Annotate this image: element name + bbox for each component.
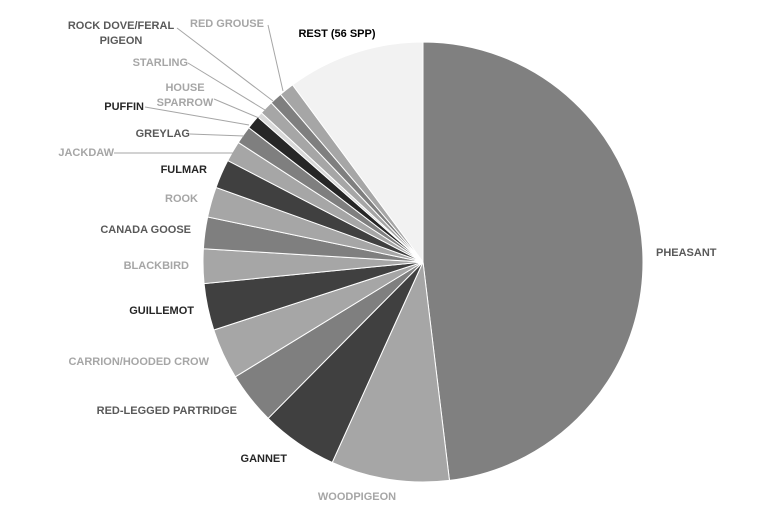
label-rock-dove-feral-pigeon: ROCK DOVE/FERAL PIGEON <box>68 20 175 47</box>
label-fulmar: FULMAR <box>161 164 207 176</box>
label-rook: ROOK <box>165 193 198 205</box>
leader-line-rock-dove-feral-pigeon <box>176 27 274 102</box>
label-blackbird: BLACKBIRD <box>124 260 189 272</box>
label-house-sparrow: HOUSE SPARROW <box>157 82 214 109</box>
label-puffin: PUFFIN <box>104 101 144 113</box>
label-guillemot: GUILLEMOT <box>129 305 194 317</box>
label-red-legged-partridge: RED-LEGGED PARTRIDGE <box>97 405 237 417</box>
label-rest-56-spp: REST (56 SPP) <box>298 28 375 40</box>
label-canada-goose: CANADA GOOSE <box>100 224 191 236</box>
slice-pheasant <box>422 41 644 481</box>
label-jackdaw: JACKDAW <box>58 147 114 159</box>
leader-line-greylag <box>189 133 245 137</box>
slice-rest-56-spp <box>291 41 424 264</box>
label-gannet: GANNET <box>241 453 288 465</box>
leader-line-starling <box>187 62 266 111</box>
leader-line-red-grouse <box>267 24 284 92</box>
leader-line-puffin <box>144 106 250 126</box>
slice-woodpigeon <box>331 260 451 483</box>
label-carrion-hooded-crow: CARRION/HOODED CROW <box>68 356 209 368</box>
leader-line-house-sparrow <box>213 98 260 119</box>
label-red-grouse: RED GROUSE <box>190 18 264 30</box>
pie-slices <box>202 41 644 483</box>
label-greylag: GREYLAG <box>136 128 190 140</box>
label-pheasant: PHEASANT <box>656 247 717 259</box>
slice-labels: PHEASANT WOODPIGEON GANNET RED-LEGGED PARTR… <box>58 18 716 503</box>
label-woodpigeon: WOODPIGEON <box>318 491 396 503</box>
label-starling: STARLING <box>133 57 188 69</box>
leader-lines <box>114 24 284 154</box>
